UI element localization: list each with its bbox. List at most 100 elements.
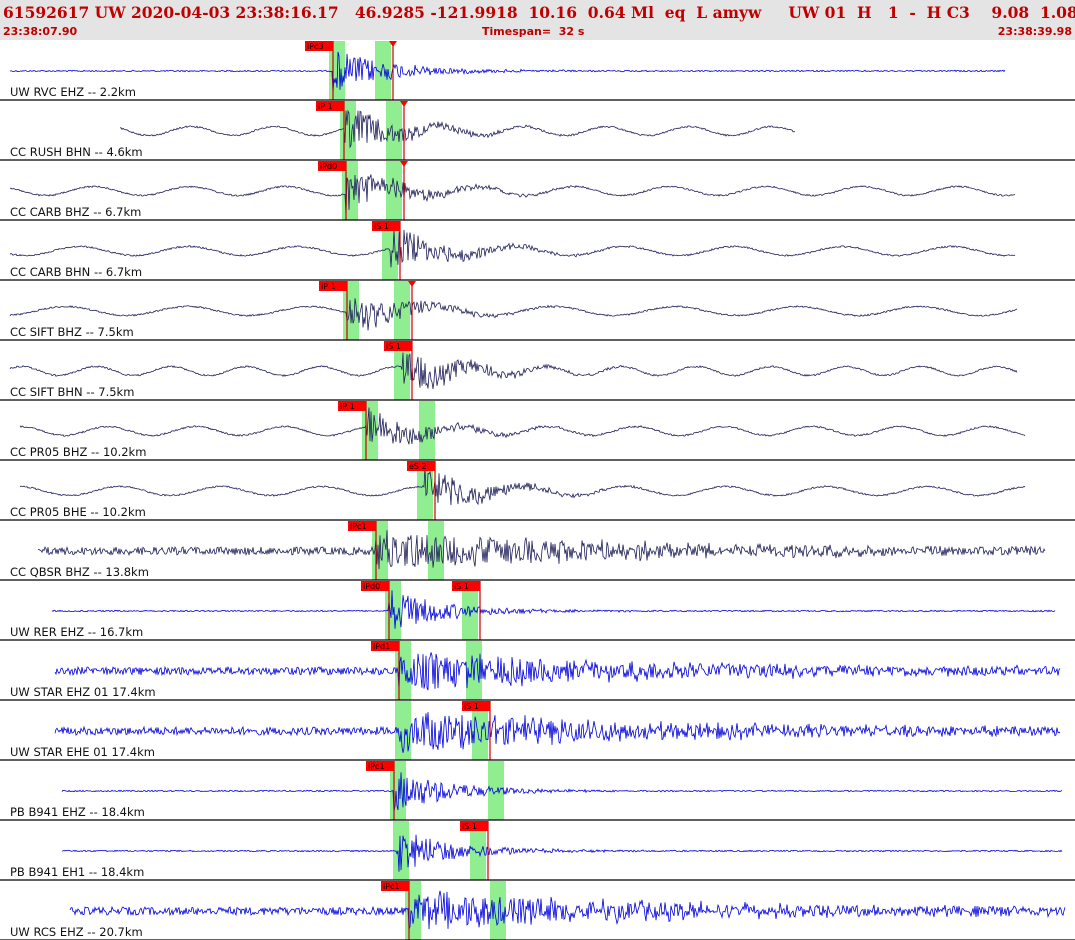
p-pick-marker[interactable]: iP 1 bbox=[338, 401, 367, 460]
channel-label: UW RER EHZ -- 16.7km bbox=[10, 625, 143, 639]
pick-label: iPc3 bbox=[307, 42, 324, 51]
waveform-trace bbox=[51, 590, 1056, 629]
s-pick-marker[interactable]: iS 1 bbox=[462, 701, 491, 760]
pick-label: iS 1 bbox=[374, 222, 389, 231]
trace-row[interactable]: iPc1 CC QBSR BHZ -- 13.8km bbox=[0, 521, 1075, 581]
channel-label: CC RUSH BHN -- 4.6km bbox=[10, 145, 143, 159]
pick-label: iP 1 bbox=[321, 282, 336, 291]
pick-label: iPd0 bbox=[320, 162, 337, 171]
channel-label: CC PR05 BHE -- 10.2km bbox=[10, 505, 146, 519]
trace-row[interactable]: iP 1 CC PR05 BHZ -- 10.2km bbox=[0, 401, 1075, 461]
end-time: 23:38:39.98 bbox=[997, 25, 1072, 38]
waveform-trace bbox=[69, 890, 1066, 930]
trace-row[interactable]: iS 1 CC SIFT BHN -- 7.5km bbox=[0, 341, 1075, 401]
pick-arrow-icon bbox=[389, 41, 397, 47]
pick-label: iS 1 bbox=[464, 702, 479, 711]
trace-row[interactable]: iPc1 PB B941 EHZ -- 18.4km bbox=[0, 761, 1075, 821]
s-pick-marker[interactable]: eS 2 bbox=[407, 461, 436, 520]
s-window-band bbox=[462, 581, 478, 640]
trace-row[interactable]: iP 1 CC SIFT BHZ -- 7.5km bbox=[0, 281, 1075, 341]
seismogram-panel[interactable]: iPc3 UW RVC EHZ -- 2.2km iP 1 CC RUSH BHN -… bbox=[0, 40, 1075, 940]
p-pick-marker[interactable]: iPc1 bbox=[366, 761, 395, 820]
pick-arrow-icon bbox=[400, 101, 408, 107]
waveform-trace bbox=[61, 772, 1063, 812]
start-time: 23:38:07.90 bbox=[3, 25, 78, 38]
s-window-band bbox=[419, 401, 435, 460]
pick-label: iS 1 bbox=[386, 342, 401, 351]
p-pick-marker[interactable]: iPc1 bbox=[348, 521, 377, 580]
channel-label: UW RCS EHZ -- 20.7km bbox=[10, 925, 143, 939]
s-window-band bbox=[394, 341, 410, 400]
s-pick-marker[interactable]: iS 1 bbox=[452, 581, 481, 640]
trace-row[interactable]: iS 1 UW STAR EHE 01 17.4km bbox=[0, 701, 1075, 761]
pick-label: iPd0 bbox=[363, 582, 380, 591]
trace-row[interactable]: iPd0 CC CARB BHZ -- 6.7km bbox=[0, 161, 1075, 221]
pick-arrow-icon bbox=[400, 161, 408, 167]
channel-label: UW RVC EHZ -- 2.2km bbox=[10, 85, 136, 99]
s-window-band bbox=[466, 641, 482, 700]
s-pick-marker[interactable]: iS 1 bbox=[372, 221, 401, 280]
timespan-label: Timespan= 32 s bbox=[482, 25, 585, 38]
event-title: 61592617 UW 2020-04-03 23:38:16.17 46.92… bbox=[3, 3, 1075, 22]
s-window-band bbox=[490, 881, 506, 940]
channel-label: UW STAR EHE 01 17.4km bbox=[10, 745, 155, 759]
channel-label: CC SIFT BHN -- 7.5km bbox=[10, 385, 134, 399]
trace-row[interactable]: iPc3 UW RVC EHZ -- 2.2km bbox=[0, 41, 1075, 101]
p-pick-marker[interactable]: iPd0 bbox=[318, 161, 347, 220]
trace-row[interactable]: iPd1 UW STAR EHZ 01 17.4km bbox=[0, 641, 1075, 701]
s-window-band bbox=[417, 461, 433, 520]
channel-label: CC PR05 BHZ -- 10.2km bbox=[10, 445, 146, 459]
s-window-band bbox=[386, 101, 402, 160]
s-pick-marker[interactable] bbox=[389, 41, 397, 100]
waveform-trace bbox=[54, 712, 1061, 753]
p-pick-marker[interactable]: iP 1 bbox=[316, 101, 345, 160]
s-window-band bbox=[488, 761, 504, 820]
pick-label: iPc1 bbox=[368, 762, 385, 771]
waveform-trace bbox=[19, 407, 1026, 445]
s-window-band bbox=[375, 41, 391, 100]
s-pick-marker[interactable]: iS 1 bbox=[384, 341, 413, 400]
channel-label: CC QBSR BHZ -- 13.8km bbox=[10, 565, 149, 579]
pick-label: iS 1 bbox=[454, 582, 469, 591]
waveform-trace bbox=[9, 174, 1016, 216]
s-pick-marker[interactable] bbox=[408, 281, 416, 340]
p-pick-marker[interactable]: iPd1 bbox=[371, 641, 400, 700]
waveform-trace bbox=[61, 834, 1063, 872]
s-pick-marker[interactable] bbox=[400, 101, 408, 160]
trace-row[interactable]: iS 1 PB B941 EH1 -- 18.4km bbox=[0, 821, 1075, 881]
pick-label: iP 1 bbox=[318, 102, 333, 111]
trace-row[interactable]: iPc1 UW RCS EHZ -- 20.7km bbox=[0, 881, 1075, 940]
trace-row[interactable]: iPd0 iS 1 UW RER EHZ -- 16.7km bbox=[0, 581, 1075, 641]
pick-label: iP 1 bbox=[340, 402, 355, 411]
channel-label: CC CARB BHN -- 6.7km bbox=[10, 265, 142, 279]
p-pick-marker[interactable]: iPc1 bbox=[381, 881, 410, 940]
s-pick-marker[interactable]: iS 1 bbox=[460, 821, 489, 880]
s-window-band bbox=[394, 281, 410, 340]
pick-label: iPc1 bbox=[350, 522, 367, 531]
channel-label: UW STAR EHZ 01 17.4km bbox=[10, 685, 156, 699]
channel-label: PB B941 EHZ -- 18.4km bbox=[10, 805, 145, 819]
s-window-band bbox=[428, 521, 444, 580]
pick-arrow-icon bbox=[408, 281, 416, 287]
s-window-band bbox=[386, 161, 402, 220]
trace-row[interactable]: eS 2 CC PR05 BHE -- 10.2km bbox=[0, 461, 1075, 521]
s-pick-marker[interactable] bbox=[400, 161, 408, 220]
p-window-band bbox=[393, 821, 409, 880]
waveform-trace bbox=[54, 652, 1061, 691]
p-pick-marker[interactable]: iP 1 bbox=[319, 281, 348, 340]
trace-row[interactable]: iP 1 CC RUSH BHN -- 4.6km bbox=[0, 101, 1075, 161]
pick-label: eS 2 bbox=[409, 462, 427, 471]
p-pick-marker[interactable]: iPc3 bbox=[305, 41, 334, 100]
trace-row[interactable]: iS 1 CC CARB BHN -- 6.7km bbox=[0, 221, 1075, 281]
pick-label: iPc1 bbox=[383, 882, 400, 891]
p-pick-marker[interactable]: iPd0 bbox=[361, 581, 390, 640]
pick-label: iPd1 bbox=[373, 642, 390, 651]
p-window-band bbox=[395, 701, 411, 760]
waveform-trace bbox=[19, 466, 1026, 506]
waveform-trace bbox=[37, 530, 1046, 570]
waveform-trace bbox=[9, 352, 1018, 389]
pick-label: iS 1 bbox=[462, 822, 477, 831]
channel-label: PB B941 EH1 -- 18.4km bbox=[10, 865, 144, 879]
channel-label: CC CARB BHZ -- 6.7km bbox=[10, 205, 141, 219]
waveform-trace bbox=[9, 298, 1018, 331]
